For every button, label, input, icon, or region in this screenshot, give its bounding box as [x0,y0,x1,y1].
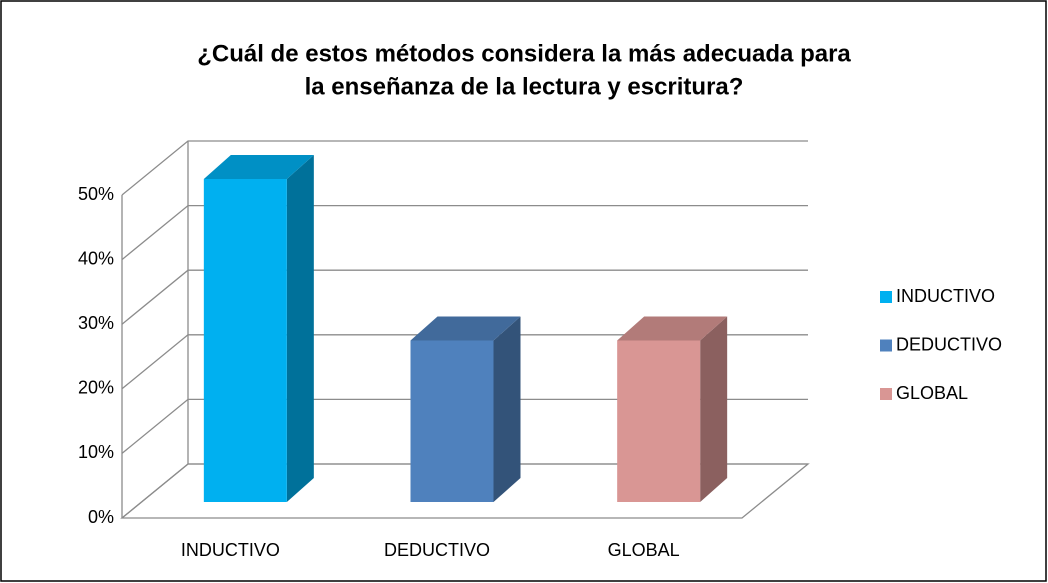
grid-line [121,140,808,196]
x-tick-label: INDUCTIVO [181,540,280,560]
grid-line [121,269,808,325]
bar-side [700,316,728,502]
chart-title: ¿Cuál de estos métodos considera la más … [197,40,851,67]
bar [203,179,287,502]
x-tick-label: GLOBAL [608,540,680,560]
y-tick-label: 10% [78,442,114,462]
grid-line [121,204,808,261]
bar-top [617,316,728,341]
y-tick-label: 50% [78,184,114,204]
bar [410,340,494,502]
bar-top [410,316,521,341]
legend-swatch [880,339,892,352]
legend-swatch [880,388,892,400]
y-tick-label: 0% [88,507,114,527]
bar-top [203,155,314,179]
y-tick-label: 40% [78,248,114,268]
bar-side [286,155,314,502]
grid-line [121,398,808,454]
bar-side [493,316,521,502]
x-tick-label: DEDUCTIVO [384,540,490,560]
legend-label: INDUCTIVO [896,286,995,306]
legend-label: DEDUCTIVO [896,334,1002,354]
y-tick-label: 20% [78,378,114,398]
y-tick-label: 30% [78,313,114,333]
legend-label: GLOBAL [896,383,968,403]
bar [617,340,701,502]
chart-title: la enseñanza de la lectura y escritura? [305,73,744,100]
legend-swatch [880,291,892,303]
grid-line [121,334,808,390]
grid-line [121,463,808,519]
